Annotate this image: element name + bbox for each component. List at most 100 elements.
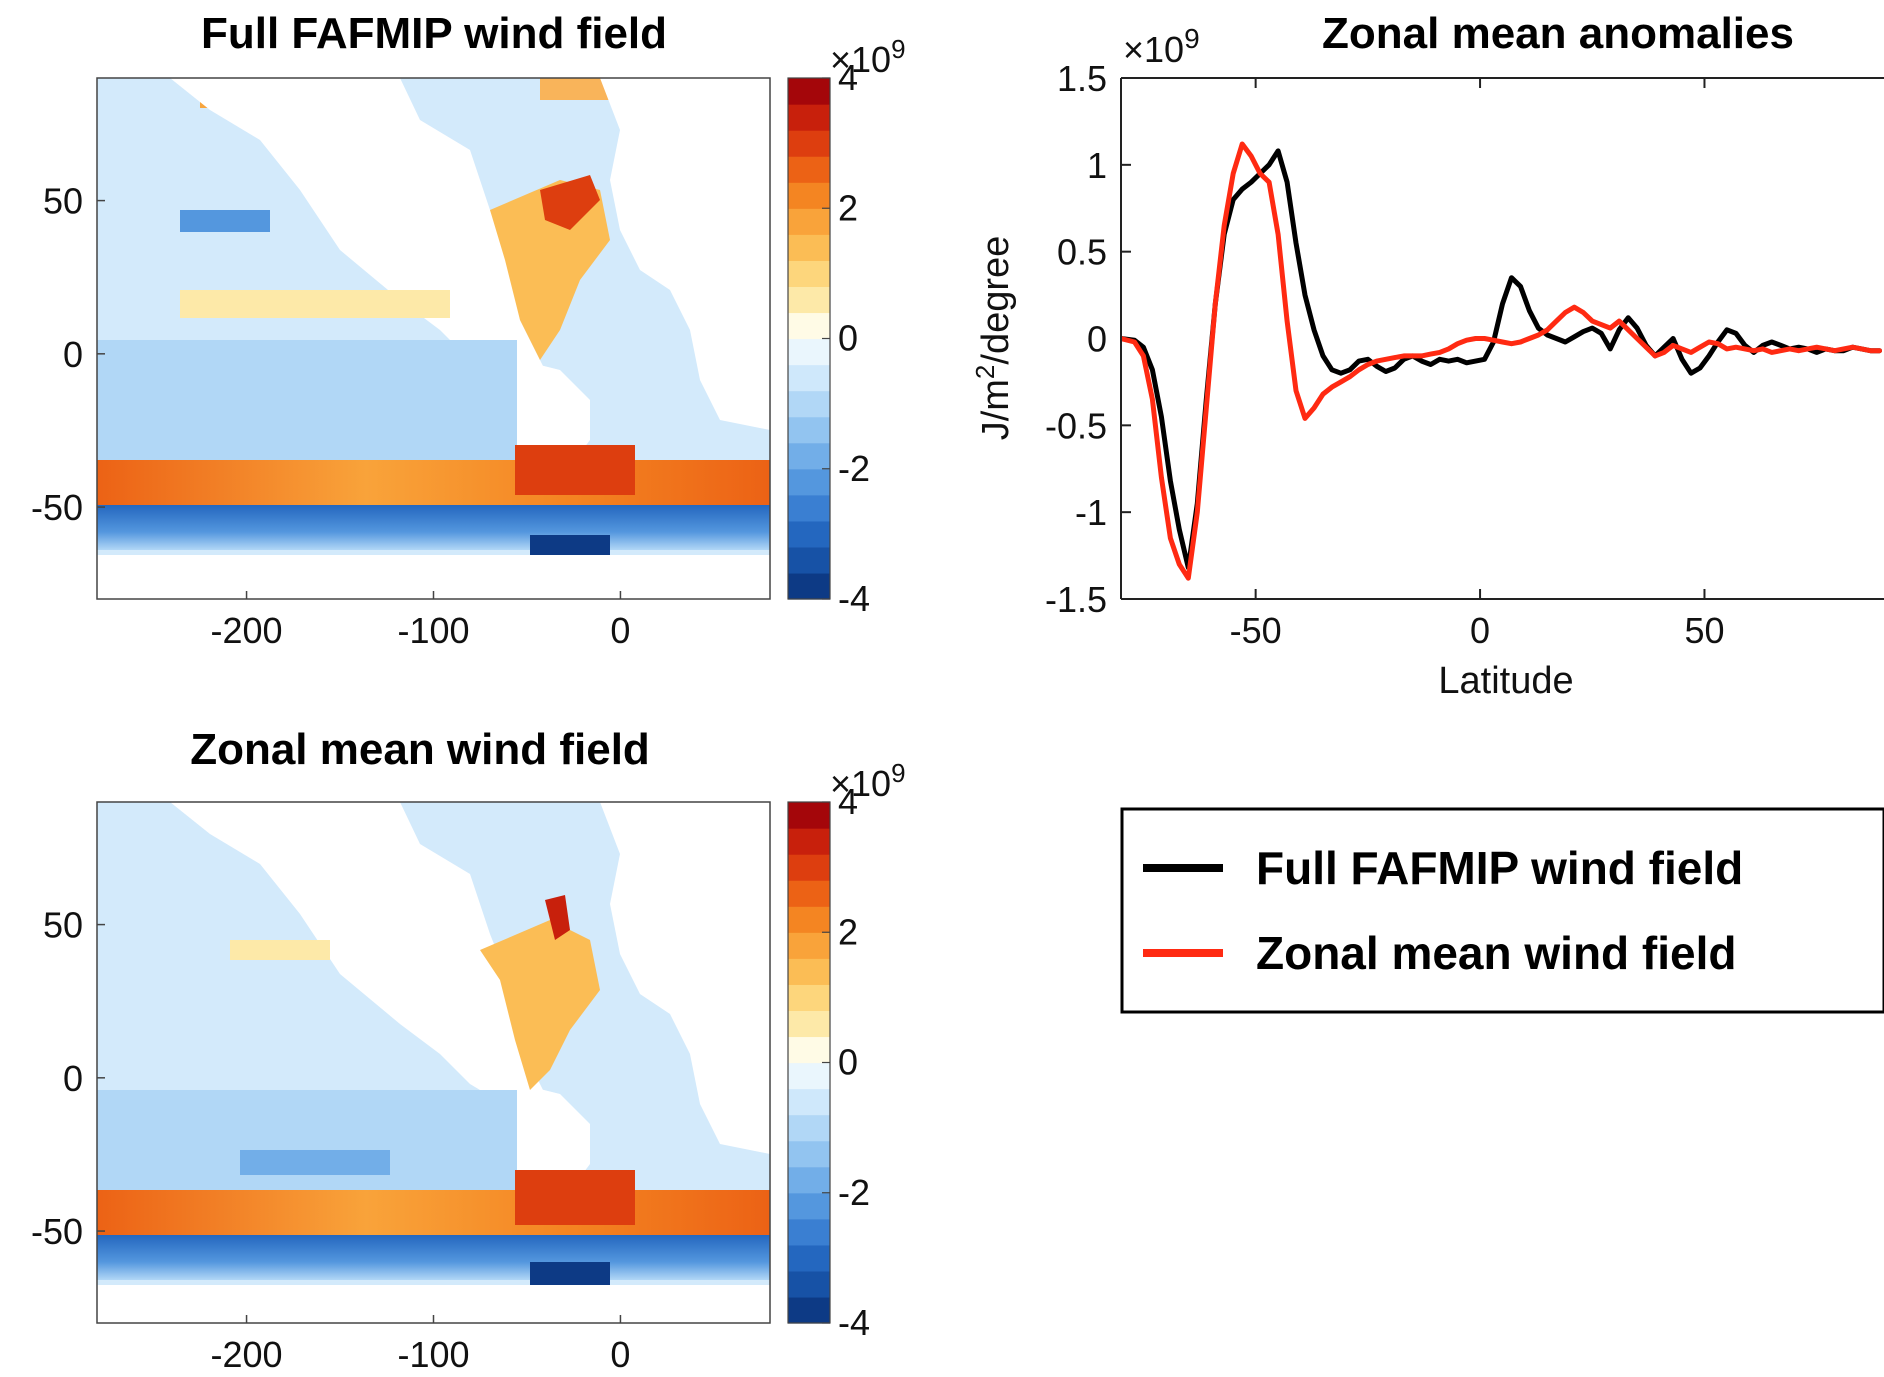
line-xtick-label: 0 [1470, 610, 1490, 651]
colorbar-tick-label: -4 [838, 578, 870, 619]
colorbar-scale-exp: 9 [891, 34, 905, 64]
series-zonal-mean-line [1121, 141, 1882, 581]
map-zonal-title: Zonal mean wind field [190, 725, 650, 774]
colorbar-swatch [788, 78, 830, 105]
colorbar-tick-label: 2 [838, 187, 858, 228]
colorbar-swatch [788, 1218, 830, 1246]
colorbar-swatch [788, 338, 830, 366]
southern-ocean-warm-band [97, 460, 770, 510]
north-pacific-cold-patch [180, 210, 270, 232]
line-y-scale-base: ×10 [1123, 29, 1184, 70]
colorbar-scale: ×109 [830, 34, 906, 80]
line-xtick-label: 50 [1684, 610, 1724, 651]
map-xtick-label: -100 [397, 1334, 469, 1375]
colorbar-zonal: 4 2 0 -2 -4 ×109 [787, 758, 906, 1343]
colorbar-swatch [788, 906, 830, 933]
line-ytick-label: -0.5 [1045, 405, 1107, 446]
line-ytick-label: -1 [1075, 492, 1107, 533]
map-panel-zonal: Zonal mean wind field -200 -100 0 50 0 -50 4… [31, 725, 906, 1375]
ylabel-sup: 2 [970, 365, 1000, 379]
colorbar-tick-label: 0 [838, 318, 858, 359]
colorbar-swatch [788, 802, 830, 829]
colorbar-tick-label: -4 [838, 1302, 870, 1343]
legend-label-zonal: Zonal mean wind field [1256, 927, 1736, 979]
colorbar-swatch [788, 468, 830, 496]
colorbar-scale-exp: 9 [891, 758, 905, 788]
map-ytick-label: 50 [43, 181, 83, 222]
gulf-stream-hot [540, 175, 600, 230]
map-ytick-label: 50 [43, 905, 83, 946]
map-xtick-label: -100 [397, 610, 469, 651]
colorbar-swatch [788, 1296, 830, 1324]
map-zonal-xticks: -200 -100 0 [211, 1315, 630, 1375]
colorbar-swatch [788, 286, 830, 314]
map-zonal-yticks: 50 0 -50 [31, 905, 105, 1252]
line-title: Zonal mean anomalies [1322, 9, 1794, 58]
line-ytick-label: -1.5 [1045, 579, 1107, 620]
map-full-yticks: 50 0 -50 [31, 181, 105, 528]
eurasia-africa-land [600, 78, 770, 430]
southern-ocean-hot-core-atlantic [515, 445, 635, 495]
line-y-scale-exp: 9 [1184, 23, 1200, 54]
atlantic-warm-tongue [480, 920, 600, 1090]
line-x-axis-label: Latitude [1438, 660, 1573, 702]
colorbar-swatch [788, 234, 830, 261]
atlantic-warm-tongue [490, 180, 610, 360]
map-full-xticks: -200 -100 0 [211, 591, 630, 651]
legend-box [1120, 807, 1884, 1014]
colorbar-swatch [788, 880, 830, 907]
colorbar-tick-label: 4 [838, 781, 858, 822]
line-series-group [1121, 141, 1882, 581]
map-xtick-label: 0 [610, 610, 630, 651]
antarctic-cold-band [97, 505, 770, 550]
line-ytick-label: 0 [1087, 319, 1107, 360]
labrador-hot [545, 895, 570, 940]
line-y-scale: ×109 [1123, 23, 1200, 70]
line-panel: Zonal mean anomalies ×109 J/m2/degree La… [970, 9, 1884, 702]
colorbar-swatch [788, 1166, 830, 1194]
map-panel-full: Full FAFMIP wind field -200 -100 0 500-50 … [31, 9, 906, 651]
map-xtick-label: 0 [610, 1334, 630, 1375]
colorbar-swatch [788, 1036, 830, 1064]
colorbar-swatch [788, 260, 830, 287]
colorbar-swatch [788, 416, 830, 444]
southern-ocean-hot-core-atlantic [515, 1170, 635, 1225]
colorbar-swatch [788, 130, 830, 157]
colorbar-swatch [788, 828, 830, 855]
colorbar-swatch [788, 182, 830, 209]
colorbar-tick-label: 0 [838, 1042, 858, 1083]
map-xtick-label: -200 [211, 1334, 283, 1375]
line-ytick-label: 1 [1087, 145, 1107, 186]
colorbar-swatch [788, 1270, 830, 1298]
map-ytick-label: 0 [63, 334, 83, 375]
map-xtick-label: -200 [211, 610, 283, 651]
series-full-fafmip-line [1121, 148, 1882, 571]
colorbar-full: 4 2 0 -2 -4 ×109 [787, 34, 906, 619]
colorbar-swatch [788, 1140, 830, 1168]
colorbar-scale-base: ×10 [830, 39, 891, 80]
colorbar-tick-label: -2 [838, 448, 870, 489]
north-pacific-warm-stripe [180, 290, 450, 318]
antarctic-dark-cold-core [530, 1262, 610, 1287]
line-y-axis-label: J/m2/degree [970, 236, 1017, 441]
ylabel-rest: /degree [975, 236, 1017, 365]
colorbar-swatch [788, 208, 830, 235]
colorbar-swatch [788, 494, 830, 522]
map-zonal-field [97, 802, 770, 1323]
colorbar-scale-base: ×10 [830, 763, 891, 804]
colorbar-swatch [788, 1114, 830, 1142]
colorbar-swatch [788, 312, 830, 340]
colorbar-swatch [788, 1010, 830, 1038]
line-ytick-label: 1.5 [1057, 58, 1107, 99]
colorbar-swatch [788, 984, 830, 1011]
colorbar-swatch [788, 572, 830, 600]
north-america-land [170, 802, 560, 1124]
legend-label-full: Full FAFMIP wind field [1256, 842, 1743, 894]
line-ytick-label: 0.5 [1057, 232, 1107, 273]
colorbar-swatch [788, 364, 830, 392]
southern-ocean-warm-band [97, 1190, 770, 1240]
south-pacific-light [97, 340, 517, 460]
colorbar-swatch [788, 1192, 830, 1220]
colorbar-swatch [788, 442, 830, 470]
